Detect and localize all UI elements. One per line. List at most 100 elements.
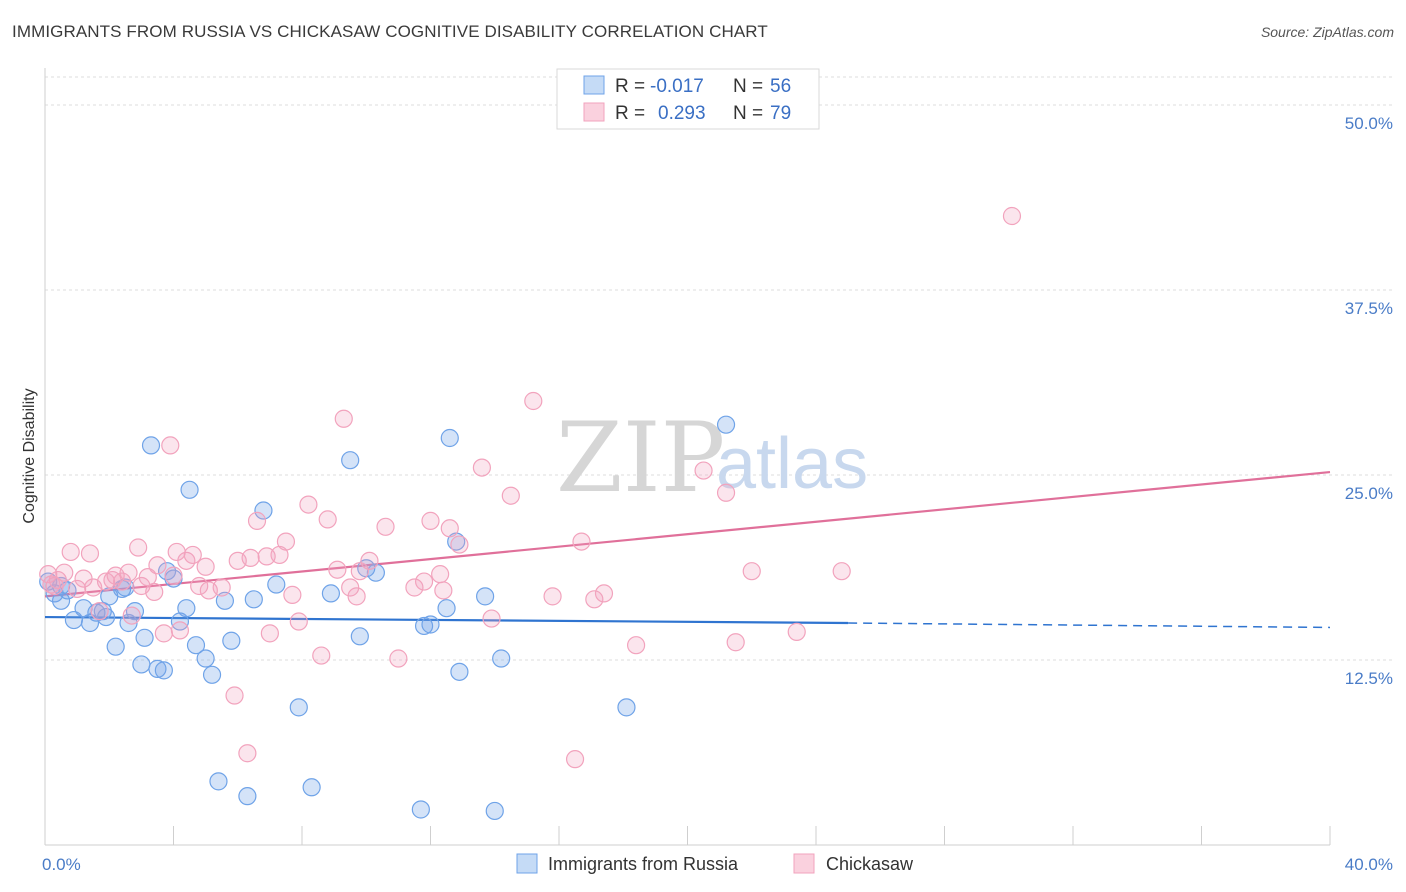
chickasaw-point-61 [565,750,585,769]
legend-r-value-chickasaw: 0.293 [658,103,706,124]
chickasaw-point-43 [328,560,347,579]
russia-point-49 [450,662,469,681]
chickasaw-point-23 [170,621,190,640]
russia-point-6 [80,613,100,633]
russia-point-53 [617,698,636,717]
russia-point-19 [148,659,167,678]
russia-point-34 [254,501,273,520]
chickasaw-point-73 [238,744,257,763]
legend-n-label-chickasaw: N = [733,103,763,124]
russia-trend-solid [44,615,849,625]
chickasaw-point-41 [312,646,331,665]
y-axis-label: Cognitive Disability [21,388,38,523]
x-tick-labels: 0.0% 40.0% [42,855,1393,874]
russia-point-33 [244,590,263,609]
chickasaw-point-71 [832,562,851,581]
chickasaw-point-42 [318,510,337,529]
chickasaw-point-57 [482,609,501,628]
chickasaw-point-29 [212,578,231,597]
russia-point-38 [321,584,341,603]
chickasaw-point-77 [434,581,453,600]
russia-point-35 [267,575,286,594]
y-tick-label-1: 25.0% [1345,484,1393,503]
chickasaw-point-51 [414,572,434,591]
chickasaw-point-76 [84,578,103,597]
y-tick-label-0: 12.5% [1345,669,1393,688]
chickasaw-point-22 [164,566,183,585]
chickasaw-point-53 [431,565,450,584]
legend-n-label-russia: N = [733,76,763,97]
chickasaw-point-37 [276,532,296,551]
russia-point-24 [177,599,196,618]
russia-point-11 [106,637,125,656]
bottom-legend-label-chickasaw: Chickasaw [826,854,914,874]
chickasaw-point-65 [626,636,646,655]
chickasaw-point-49 [389,649,408,668]
chickasaw-point-69 [742,562,761,581]
russia-point-54 [716,415,736,434]
y-tick-labels: 12.5% 25.0% 37.5% 50.0% [1345,114,1393,688]
legend: R = -0.017 N = 56 R = 0.293 N = 79 [556,68,820,130]
chickasaw-point-21 [161,436,180,455]
russia-point-47 [440,428,459,448]
chickasaw-point-12 [112,572,132,591]
russia-point-37 [302,778,321,797]
chickasaw-point-4 [61,542,80,562]
chickasaw-point-52 [421,511,440,530]
chickasaw-point-62 [572,532,591,551]
chickasaw-point-26 [190,576,209,596]
chickasaw-point-19 [148,556,167,575]
legend-r-value-russia: -0.017 [650,76,704,97]
russia-point-36 [289,698,308,717]
chickasaw-point-78 [42,575,61,594]
grid [45,76,1392,661]
russia-point-17 [135,628,154,647]
russia-point-45 [421,615,440,634]
chickasaw-point-30 [225,686,244,705]
axes [44,68,1331,846]
russia-point-28 [202,665,222,684]
russia-point-27 [196,649,215,668]
chickasaw-point-70 [787,622,806,641]
chickasaw-point-72 [1002,206,1022,226]
chickasaw-point-14 [122,606,141,625]
watermark: ZIP atlas [556,402,868,514]
chickasaw-point-3 [55,563,74,582]
bottom-legend-label-russia: Immigrants from Russia [548,854,739,874]
chart-title: IMMIGRANTS FROM RUSSIA VS CHICKASAW COGN… [12,22,768,41]
chickasaw-point-33 [247,511,267,530]
chickasaw-point-32 [241,548,260,567]
russia-point-51 [492,649,511,668]
russia-point-25 [180,480,199,499]
chickasaw-point-13 [119,563,138,582]
legend-r-label-russia: R = [615,76,645,97]
chickasaw-point-44 [334,409,353,428]
russia-point-32 [238,787,257,806]
data-points [39,206,1022,821]
chickasaw-point-39 [289,612,308,631]
chickasaw-point-40 [299,495,318,514]
chickasaw-point-0 [39,565,58,584]
russia-point-43 [411,800,430,819]
bottom-legend-swatch-russia [516,853,538,874]
y-tick-label-3: 50.0% [1345,114,1393,133]
russia-point-18 [141,436,161,455]
chickasaw-trend-line [44,470,1331,598]
russia-point-30 [215,591,234,610]
chickasaw-point-20 [154,624,173,643]
chart-source: Source: ZipAtlas.com [1260,24,1394,40]
legend-r-label-chickasaw: R = [615,103,645,124]
chickasaw-point-7 [80,544,100,563]
chickasaw-point-60 [543,587,562,606]
chickasaw-point-54 [440,519,459,538]
chickasaw-point-45 [341,578,360,597]
chickasaw-point-18 [145,582,164,602]
chickasaw-point-15 [129,538,148,557]
legend-n-value-russia: 56 [770,76,791,97]
chickasaw-point-74 [167,542,186,562]
russia-trend-dashed [848,622,1331,629]
russia-point-44 [414,616,434,636]
chickasaw-point-63 [585,590,604,609]
chickasaw-point-68 [726,633,745,652]
